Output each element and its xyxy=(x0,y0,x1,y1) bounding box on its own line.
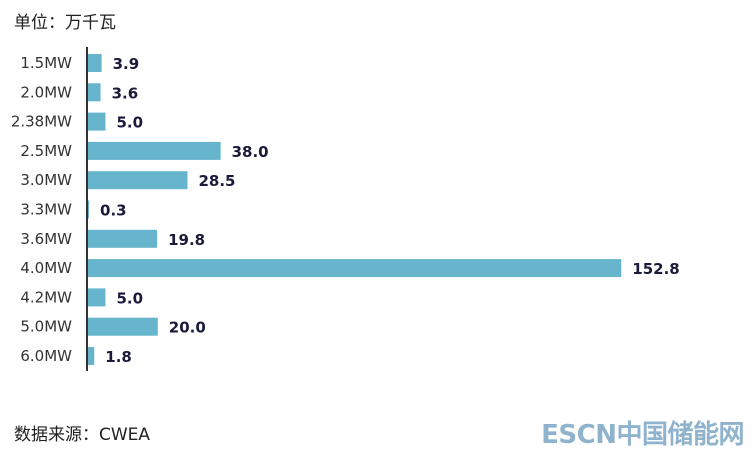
category-label: 2.5MW xyxy=(20,142,72,160)
value-label: 5.0 xyxy=(116,289,143,307)
value-label: 19.8 xyxy=(168,231,205,249)
bar xyxy=(88,200,90,219)
category-label: 3.0MW xyxy=(20,171,72,189)
unit-label: 单位：万千瓦 xyxy=(14,13,116,33)
category-label: 3.6MW xyxy=(20,230,72,248)
value-label: 38.0 xyxy=(232,143,269,161)
value-label: 0.3 xyxy=(100,202,127,220)
value-label: 3.6 xyxy=(112,84,139,102)
bar xyxy=(88,54,102,72)
watermark-logo: ESCN中国储能网 xyxy=(541,420,744,450)
bar xyxy=(88,347,95,365)
bar xyxy=(88,83,101,102)
bar xyxy=(88,112,106,131)
value-label: 5.0 xyxy=(116,114,143,132)
bar xyxy=(88,141,221,160)
bars-layer: 1.5MW 3.9 2.0MW 3.6 2.38MW 5.0 2.5MW 38.0 3.0MW 2… xyxy=(11,54,680,366)
bar-chart: 1.5MW 3.9 2.0MW 3.6 2.38MW 5.0 2.5MW 38.0 3.0MW 2… xyxy=(11,47,680,371)
value-label: 152.8 xyxy=(632,260,679,278)
category-label: 3.3MW xyxy=(20,201,72,219)
category-label: 4.2MW xyxy=(20,288,72,306)
bar xyxy=(88,288,106,307)
category-label: 4.0MW xyxy=(20,259,72,277)
category-label: 1.5MW xyxy=(20,54,72,72)
category-label: 6.0MW xyxy=(20,347,72,365)
bar xyxy=(88,171,188,190)
value-label: 1.8 xyxy=(105,348,132,366)
value-label: 20.0 xyxy=(169,319,206,337)
bar xyxy=(88,259,622,278)
source-label: 数据来源：CWEA xyxy=(14,425,151,445)
value-label: 3.9 xyxy=(113,55,140,73)
value-label: 28.5 xyxy=(198,172,235,190)
category-label: 5.0MW xyxy=(20,318,72,336)
bar xyxy=(88,229,158,248)
bar xyxy=(88,317,158,336)
category-label: 2.38MW xyxy=(11,113,72,131)
category-label: 2.0MW xyxy=(20,83,72,101)
